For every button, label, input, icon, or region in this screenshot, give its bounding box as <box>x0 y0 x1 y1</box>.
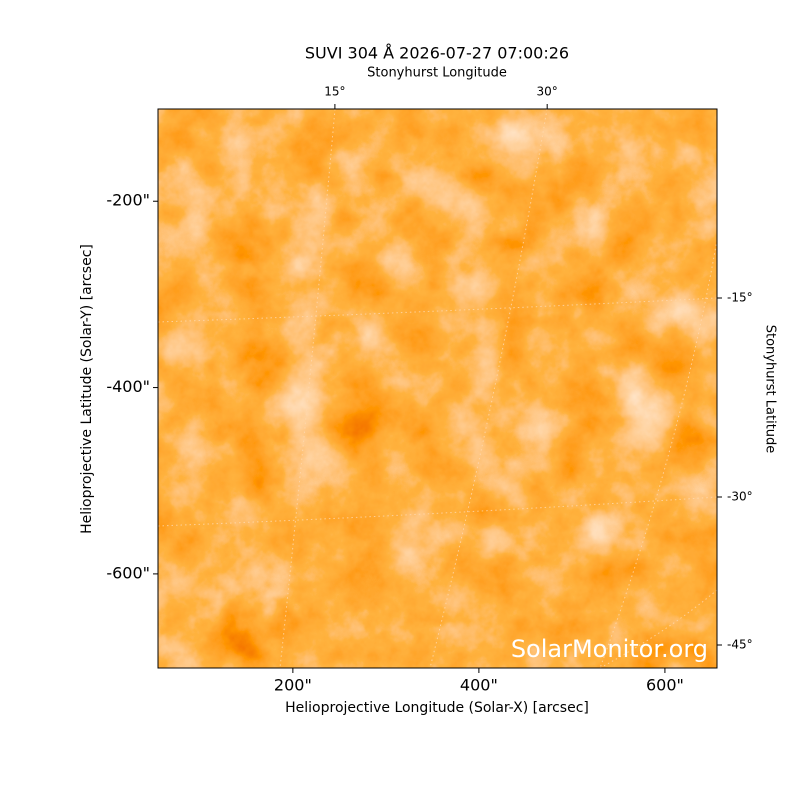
x2-tick-label: 15° <box>324 85 345 99</box>
plot-frame <box>157 108 718 669</box>
x-tick-label: 200" <box>274 676 312 695</box>
chart-title: SUVI 304 Å 2026-07-27 07:00:26 <box>305 44 569 63</box>
x-axis-label: Helioprojective Longitude (Solar-X) [arc… <box>285 700 589 716</box>
watermark: SolarMonitor.org <box>511 635 708 663</box>
y-tick-label: -600" <box>106 563 150 582</box>
y-tick-label: -200" <box>106 191 150 210</box>
x2-axis-label: Stonyhurst Longitude <box>367 66 507 81</box>
y2-tick-label: -15° <box>727 291 753 305</box>
x2-tick-label: 30° <box>537 85 558 99</box>
y-tick-label: -400" <box>106 377 150 396</box>
x-tick-label: 400" <box>460 676 498 695</box>
y2-axis-label: Stonyhurst Latitude <box>763 325 778 454</box>
y2-tick-label: -30° <box>727 490 753 504</box>
x-tick-label: 600" <box>646 676 684 695</box>
solar-image <box>158 109 717 668</box>
y2-tick-label: -45° <box>727 638 753 652</box>
y-axis-label: Helioprojective Latitude (Solar-Y) [arcs… <box>79 244 95 534</box>
